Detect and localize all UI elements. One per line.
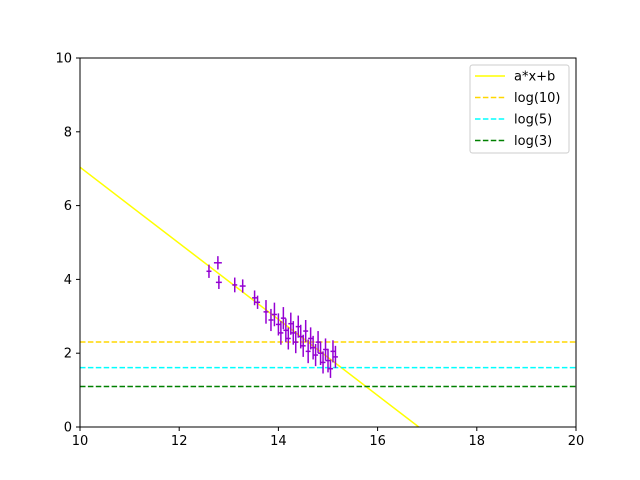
series-line-0 [80, 166, 420, 427]
errorbar-point-8 [268, 308, 274, 332]
plot-area [80, 166, 576, 427]
errorbar-point-2 [215, 275, 222, 289]
errorbar-point-4 [239, 279, 246, 293]
legend-label-3: log(3) [514, 134, 552, 149]
errorbar-point-7 [263, 300, 269, 324]
errorbar-point-28 [320, 351, 326, 374]
axes: 10 12 14 16 18 20 0 2 4 6 8 10 [55, 52, 584, 450]
errorbar-point-11 [278, 321, 284, 345]
errorbar-point-32 [330, 340, 336, 363]
legend-label-0: a*x+b [514, 70, 555, 85]
x-tick-label-3: 16 [369, 434, 386, 449]
errorbar-point-10 [275, 313, 281, 336]
errorbar-point-18 [295, 315, 301, 338]
errorbar-point-31 [328, 359, 333, 378]
errorbar-point-20 [300, 334, 306, 357]
x-tick-label-4: 18 [469, 434, 486, 449]
errorbar-point-25 [313, 343, 319, 367]
y-tick-label-1: 2 [64, 347, 72, 362]
errorbar-point-5 [252, 290, 258, 306]
y-tick-label-4: 8 [64, 125, 72, 140]
axes-frame [79, 57, 577, 428]
x-tick-label-1: 12 [171, 434, 188, 449]
x-tick-label-2: 14 [270, 434, 287, 449]
legend-label-1: log(10) [514, 91, 561, 106]
legend-label-2: log(5) [514, 113, 552, 128]
errorbar-point-23 [308, 327, 314, 350]
errorbar-point-15 [288, 312, 294, 335]
errorbar-point-12 [280, 307, 286, 330]
y-tick-label-2: 4 [64, 273, 72, 288]
errorbar-point-29 [323, 338, 328, 361]
y-tick-label-0: 0 [64, 421, 72, 436]
errorbar-point-14 [285, 327, 291, 350]
errorbar-point-33 [332, 345, 338, 368]
errorbar-point-1 [213, 256, 222, 270]
y-tick-label-5: 10 [55, 52, 72, 67]
errorbar-point-19 [298, 324, 304, 349]
errorbar-point-22 [305, 339, 311, 364]
errorbar-point-26 [315, 331, 321, 354]
legend-box [469, 64, 570, 154]
legend: a*x+b log(10) log(5) log(3) [469, 64, 570, 154]
errorbar-point-27 [318, 341, 324, 366]
errorbar-point-17 [293, 331, 299, 354]
errorbar-point-6 [255, 295, 261, 309]
errorbar-point-3 [232, 277, 238, 293]
x-tick-label-5: 20 [568, 434, 585, 449]
errorbar-point-0 [206, 264, 212, 278]
y-tick-label-3: 6 [64, 199, 72, 214]
errorbar-point-9 [271, 302, 277, 327]
x-tick-label-0: 10 [72, 434, 89, 449]
errorbar-point-21 [303, 319, 309, 343]
errorbar-point-16 [290, 321, 296, 345]
